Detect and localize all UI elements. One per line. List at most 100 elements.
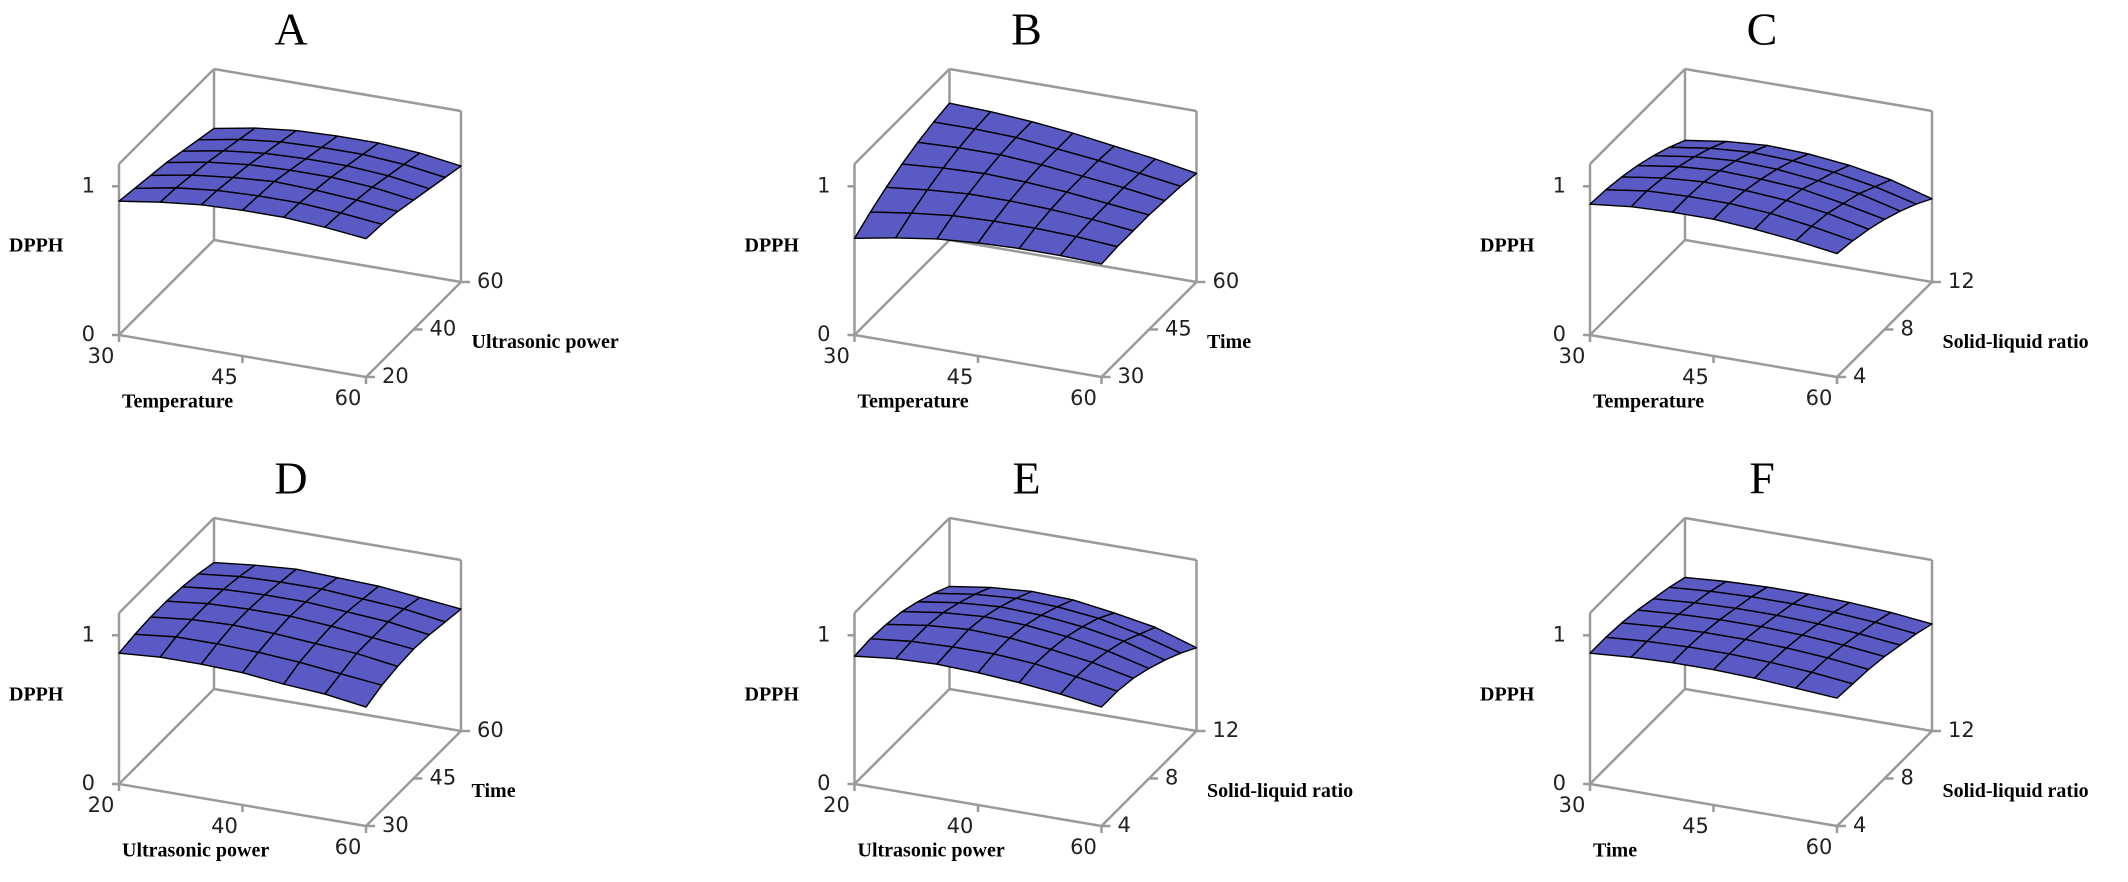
z-tick-label: 0 bbox=[817, 322, 830, 346]
floor-edge bbox=[1684, 238, 1933, 284]
x-tick-label: 20 bbox=[88, 793, 115, 817]
panel-title: C bbox=[1747, 4, 1778, 55]
panel-title: E bbox=[1012, 453, 1040, 504]
z-axis-label: DPPH bbox=[745, 235, 800, 257]
x-tick-label: 60 bbox=[1806, 835, 1833, 859]
panel-title: A bbox=[274, 4, 307, 55]
x-axis-label: Time bbox=[1593, 840, 1637, 862]
panel-title: F bbox=[1749, 453, 1775, 504]
box-edge bbox=[213, 67, 462, 113]
x-axis-label: Ultrasonic power bbox=[858, 840, 1005, 862]
panel: 30 45 60 4 8 12 0 1 F DPPH Time Solid-liquid ratio bbox=[1480, 453, 2089, 862]
box-edge bbox=[853, 68, 951, 165]
box-edge bbox=[118, 68, 215, 165]
z-axis-label: DPPH bbox=[9, 235, 64, 257]
x-axis-label: Temperature bbox=[858, 391, 969, 413]
y-axis-label: Solid-liquid ratio bbox=[1207, 780, 1353, 802]
y-axis-label: Solid-liquid ratio bbox=[1943, 780, 2089, 802]
x-tick-label: 60 bbox=[1070, 386, 1097, 410]
x-axis-label: Temperature bbox=[1593, 391, 1704, 413]
z-axis-label: DPPH bbox=[1480, 684, 1535, 706]
panel-title: B bbox=[1011, 4, 1042, 55]
panel: 20 40 60 4 8 12 0 1 E DPPH Ultrasonic power Solid-l… bbox=[745, 453, 1354, 862]
x-tick-label: 40 bbox=[947, 814, 974, 838]
x-tick-label: 45 bbox=[211, 365, 238, 389]
y-tick-label: 40 bbox=[430, 317, 457, 341]
y-tick-label: 4 bbox=[1853, 813, 1866, 837]
box-edge bbox=[1684, 67, 1933, 113]
panel: 20 40 60 30 45 60 0 1 D DPPH Ultrasonic power Time bbox=[9, 453, 516, 862]
floor-edge bbox=[1684, 687, 1933, 733]
panel-title: D bbox=[274, 453, 307, 504]
surface-cell bbox=[1795, 225, 1854, 255]
x-tick-label: 60 bbox=[335, 386, 362, 410]
x-tick-label: 60 bbox=[1070, 835, 1097, 859]
y-tick-label: 45 bbox=[1165, 317, 1192, 341]
panel: 30 45 60 30 45 60 0 1 B DPPH Temperature Time bbox=[745, 4, 1252, 413]
z-tick-label: 1 bbox=[1553, 173, 1566, 197]
y-tick-label: 4 bbox=[1853, 364, 1866, 388]
surface-cell bbox=[324, 212, 383, 240]
x-tick-label: 60 bbox=[335, 835, 362, 859]
box-edge bbox=[949, 516, 1197, 562]
y-tick-label: 12 bbox=[1948, 269, 1975, 293]
x-axis-label: Ultrasonic power bbox=[122, 840, 269, 862]
x-tick-label: 45 bbox=[947, 365, 974, 389]
x-tick-label: 40 bbox=[211, 814, 238, 838]
floor-edge bbox=[949, 238, 1197, 284]
y-tick-label: 45 bbox=[430, 766, 457, 790]
x-axis-label: Temperature bbox=[122, 391, 233, 413]
y-axis-label: Time bbox=[1207, 331, 1251, 353]
z-tick-label: 0 bbox=[82, 771, 95, 795]
box-edge bbox=[1589, 517, 1686, 614]
y-tick-label: 8 bbox=[1901, 766, 1914, 790]
y-axis-label: Ultrasonic power bbox=[472, 331, 619, 353]
x-tick-label: 45 bbox=[1682, 365, 1709, 389]
box-edge bbox=[118, 517, 215, 614]
floor-edge bbox=[213, 687, 462, 733]
y-tick-label: 4 bbox=[1118, 813, 1131, 837]
y-tick-label: 20 bbox=[382, 364, 409, 388]
y-tick-label: 12 bbox=[1213, 718, 1240, 742]
x-tick-label: 20 bbox=[823, 793, 850, 817]
z-axis-label: DPPH bbox=[9, 684, 64, 706]
z-tick-label: 1 bbox=[1553, 622, 1566, 646]
z-tick-label: 0 bbox=[82, 322, 95, 346]
x-tick-label: 30 bbox=[823, 344, 850, 368]
surface-cell bbox=[324, 673, 383, 708]
y-tick-label: 60 bbox=[477, 269, 504, 293]
y-tick-label: 60 bbox=[1213, 269, 1240, 293]
z-axis-label: DPPH bbox=[1480, 235, 1535, 257]
floor-edge bbox=[1589, 688, 1686, 785]
panel: 30 45 60 20 40 60 0 1 A DPPH Temperature Ultrasonic… bbox=[9, 4, 619, 413]
surface-cell bbox=[1059, 235, 1119, 265]
surface-cell bbox=[1795, 671, 1854, 699]
y-tick-label: 60 bbox=[477, 718, 504, 742]
floor-edge bbox=[853, 239, 951, 336]
box-edge bbox=[1684, 516, 1933, 562]
z-tick-label: 0 bbox=[1553, 322, 1566, 346]
floor-edge bbox=[213, 238, 462, 284]
x-tick-label: 30 bbox=[1559, 344, 1586, 368]
z-tick-label: 0 bbox=[817, 771, 830, 795]
y-tick-label: 12 bbox=[1948, 718, 1975, 742]
floor-edge bbox=[853, 688, 951, 785]
x-tick-label: 60 bbox=[1806, 386, 1833, 410]
z-axis-label: DPPH bbox=[745, 684, 800, 706]
floor-edge bbox=[118, 239, 215, 336]
x-tick-label: 45 bbox=[1682, 814, 1709, 838]
floor-edge bbox=[1589, 239, 1686, 336]
y-tick-label: 30 bbox=[382, 813, 409, 837]
z-tick-label: 1 bbox=[82, 173, 95, 197]
panel: 30 45 60 4 8 12 0 1 C DPPH Temperature Solid-liquid… bbox=[1480, 4, 2089, 413]
z-tick-label: 1 bbox=[817, 622, 830, 646]
y-tick-label: 8 bbox=[1165, 766, 1178, 790]
floor-edge bbox=[118, 688, 215, 785]
box-edge bbox=[213, 516, 462, 562]
box-edge bbox=[949, 67, 1197, 113]
box-edge bbox=[853, 517, 951, 614]
y-axis-label: Solid-liquid ratio bbox=[1943, 331, 2089, 353]
box-edge bbox=[1589, 68, 1686, 165]
